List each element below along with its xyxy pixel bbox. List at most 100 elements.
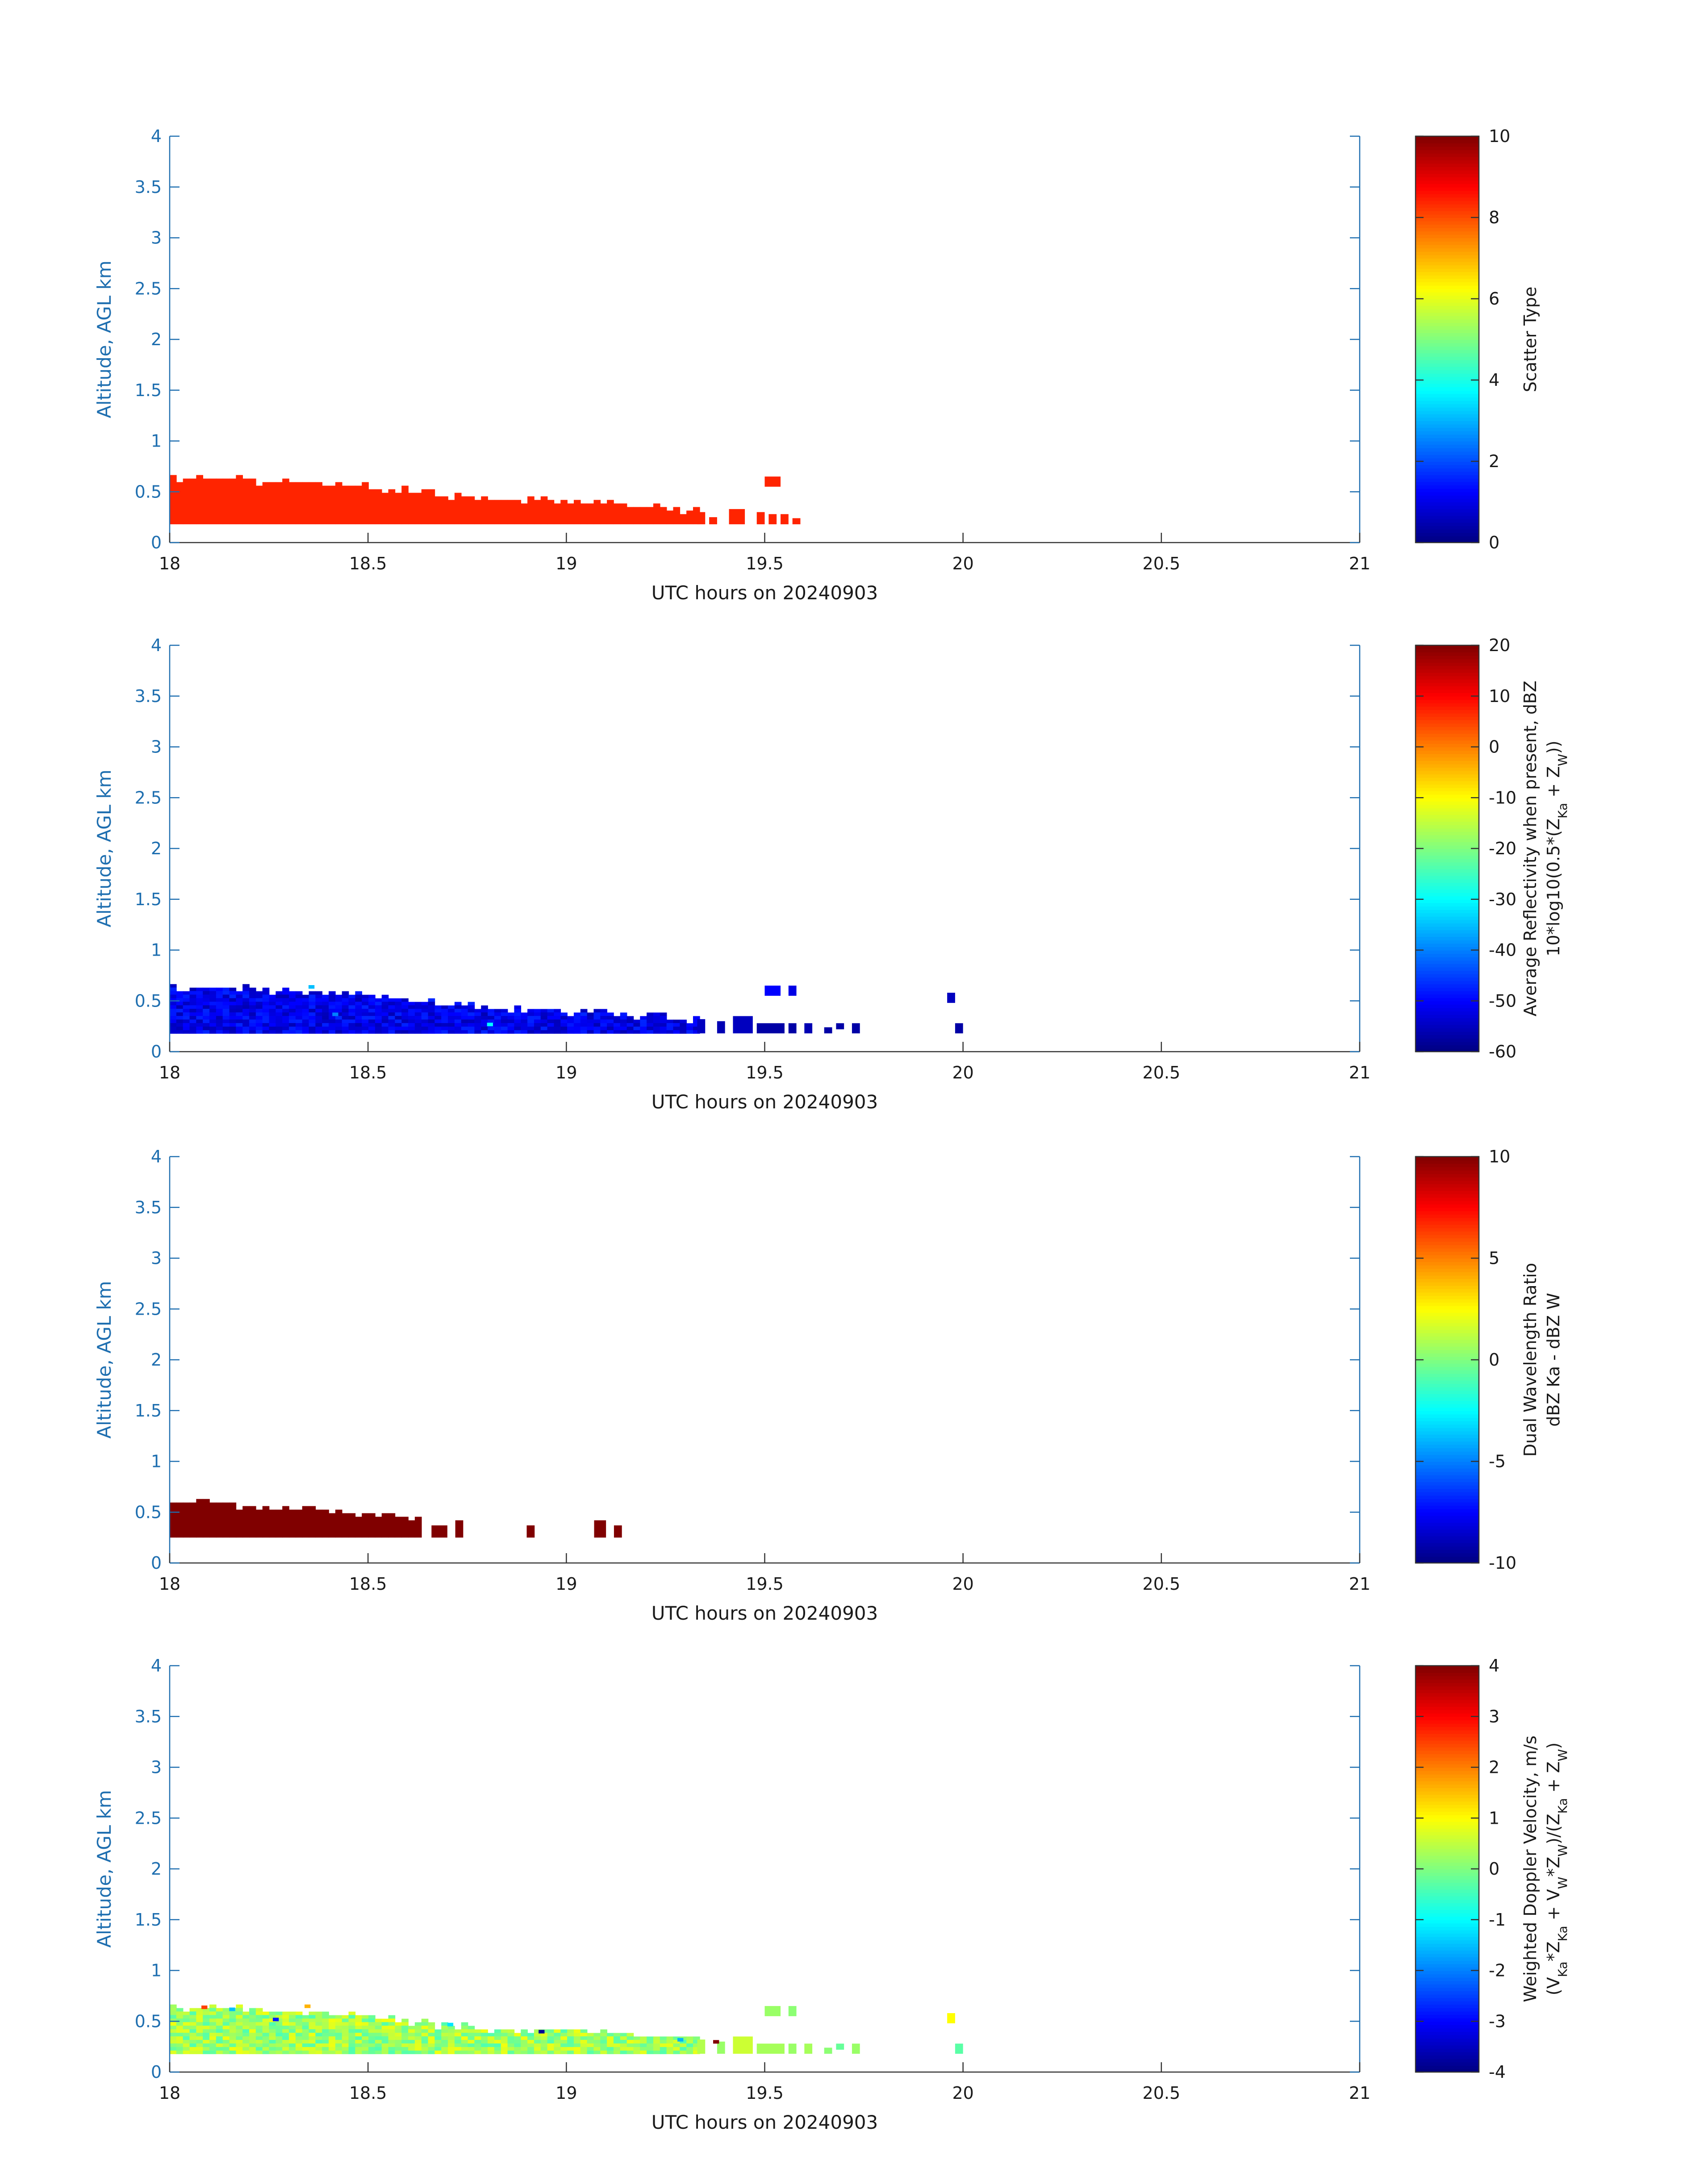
heatmap-cell xyxy=(249,2022,256,2026)
heatmap-speck xyxy=(305,2004,311,2008)
heatmap-cell xyxy=(209,2025,217,2030)
heatmap-cell xyxy=(481,1030,488,1034)
colorbar-band xyxy=(1416,811,1479,815)
heatmap-cell xyxy=(547,1030,555,1034)
heatmap-cell xyxy=(183,1005,190,1009)
heatmap-cell xyxy=(222,2022,230,2026)
colorbar-band xyxy=(1416,251,1479,255)
heatmap-cell xyxy=(428,2022,435,2026)
heatmap-cell xyxy=(222,478,230,525)
heatmap-cell xyxy=(514,1019,522,1023)
colorbar-band xyxy=(1416,136,1479,140)
colorbar-band xyxy=(1416,390,1479,394)
colorbar-band xyxy=(1416,1448,1479,1452)
heatmap-cell xyxy=(381,1030,389,1034)
heatmap-cell xyxy=(587,1026,594,1030)
heatmap-cell xyxy=(282,994,289,999)
colorbar-band xyxy=(1416,1529,1479,1533)
heatmap-cell xyxy=(276,1012,283,1016)
heatmap-cell xyxy=(229,1023,237,1027)
heatmap-cell xyxy=(170,1502,177,1538)
heatmap-cell xyxy=(514,1005,522,1009)
heatmap-cell xyxy=(262,990,270,995)
heatmap-cell xyxy=(203,2043,210,2047)
heatmap-cell xyxy=(196,998,203,1002)
heatmap-cell xyxy=(236,991,243,995)
heatmap-cell xyxy=(269,994,276,999)
heatmap-cell xyxy=(448,1008,455,1013)
heatmap-cell xyxy=(322,1026,329,1030)
heatmap-cell xyxy=(255,991,263,995)
heatmap-cell xyxy=(607,2033,614,2037)
colorbar-band xyxy=(1416,221,1479,225)
heatmap-cell xyxy=(388,2015,396,2019)
heatmap-cell xyxy=(680,2050,687,2054)
colorbar-band xyxy=(1416,454,1479,459)
heatmap-cell xyxy=(388,1023,396,1027)
heatmap-cell xyxy=(216,2022,223,2026)
colorbar-band xyxy=(1416,180,1479,184)
heatmap-cell xyxy=(693,2036,700,2040)
heatmap-cell xyxy=(170,2043,177,2047)
heatmap-cell xyxy=(302,2032,309,2037)
heatmap-cell xyxy=(560,2032,568,2037)
heatmap-cell xyxy=(633,1020,641,1023)
colorbar-band xyxy=(1416,740,1479,744)
heatmap-cell xyxy=(209,2007,217,2012)
heatmap-cell xyxy=(507,2039,515,2043)
colorbar-band xyxy=(1416,1397,1479,1401)
colorbar-band xyxy=(1416,1743,1479,1747)
heatmap-cell xyxy=(547,1023,555,1027)
heatmap-cell xyxy=(375,1005,382,1009)
heatmap-cell xyxy=(686,1030,693,1034)
heatmap-cell xyxy=(269,2014,276,2019)
heatmap-cell xyxy=(222,1502,230,1538)
heatmap-block xyxy=(836,2043,844,2050)
heatmap-cell xyxy=(381,1012,389,1016)
y-tick-label: 2 xyxy=(151,1350,162,1370)
heatmap-cell xyxy=(534,1015,541,1020)
heatmap-cell xyxy=(554,2036,561,2040)
heatmap-cell xyxy=(302,482,309,525)
heatmap-cell xyxy=(315,1509,323,1538)
heatmap-cell xyxy=(249,1012,256,1016)
heatmap-cell xyxy=(381,2036,389,2040)
colorbar-band xyxy=(1416,784,1479,788)
heatmap-cell xyxy=(183,2014,190,2019)
heatmap-cell xyxy=(454,2036,462,2040)
colorbar-band xyxy=(1416,1258,1479,1262)
heatmap-cell xyxy=(441,2022,448,2026)
x-tick-label: 21 xyxy=(1349,1574,1370,1594)
heatmap-cell xyxy=(269,2050,276,2054)
heatmap-cell xyxy=(176,2029,184,2033)
y-axis-label: Altitude, AGL km xyxy=(93,260,115,418)
heatmap-cell xyxy=(255,2036,263,2040)
colorbar-band xyxy=(1416,1285,1479,1289)
heatmap-cell xyxy=(229,1026,237,1030)
heatmap-cell xyxy=(660,1012,667,1016)
colorbar-band xyxy=(1416,139,1479,144)
colorbar-band xyxy=(1416,743,1479,748)
y-tick-label: 4 xyxy=(151,126,162,146)
heatmap-cell xyxy=(395,1517,402,1538)
heatmap-cell xyxy=(196,1005,203,1009)
heatmap-cell xyxy=(342,2018,349,2022)
heatmap-cell xyxy=(196,2022,203,2026)
colorbar-label: dBZ Ka - dBZ W xyxy=(1544,1293,1563,1427)
heatmap-cell xyxy=(269,2022,276,2026)
x-tick-label: 18 xyxy=(159,2083,180,2103)
heatmap-cell xyxy=(414,1023,422,1027)
colorbar-band xyxy=(1416,268,1479,272)
heatmap-cell xyxy=(448,500,455,525)
heatmap-cell xyxy=(454,2029,462,2033)
heatmap-cell xyxy=(348,2032,356,2037)
heatmap-cell xyxy=(170,1019,177,1023)
heatmap-cell xyxy=(521,2043,528,2047)
colorbar-band xyxy=(1416,299,1479,303)
colorbar-band xyxy=(1416,1532,1479,1537)
heatmap-cell xyxy=(170,1005,177,1009)
y-tick-label: 2.5 xyxy=(135,279,162,298)
heatmap-cell xyxy=(368,2029,376,2033)
colorbar-band xyxy=(1416,777,1479,781)
heatmap-cell xyxy=(468,2036,475,2040)
